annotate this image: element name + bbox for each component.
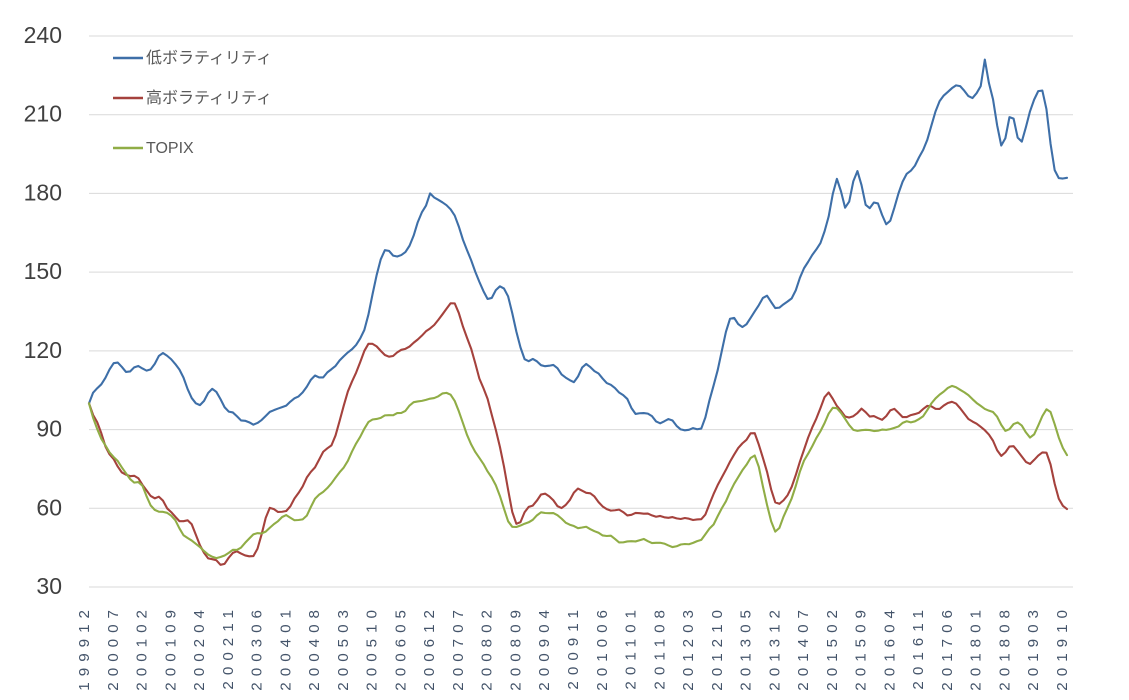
svg-text:201101: 201101 — [623, 604, 640, 690]
svg-text:120: 120 — [24, 337, 62, 363]
svg-text:TOPIX: TOPIX — [146, 140, 194, 157]
svg-text:200809: 200809 — [507, 604, 524, 691]
svg-text:201006: 201006 — [594, 604, 611, 691]
svg-text:201611: 201611 — [910, 604, 927, 690]
svg-text:200911: 200911 — [565, 604, 582, 690]
svg-text:150: 150 — [24, 258, 62, 284]
svg-text:201706: 201706 — [939, 604, 956, 691]
svg-text:60: 60 — [36, 494, 62, 520]
svg-text:200102: 200102 — [134, 604, 151, 691]
svg-text:200007: 200007 — [105, 604, 122, 691]
svg-text:201203: 201203 — [680, 604, 697, 691]
svg-text:199912: 199912 — [76, 604, 93, 691]
svg-text:201312: 201312 — [766, 604, 783, 691]
svg-text:201502: 201502 — [824, 604, 841, 691]
svg-text:200904: 200904 — [536, 604, 553, 691]
svg-text:200612: 200612 — [421, 604, 438, 691]
svg-text:201903: 201903 — [1025, 604, 1042, 691]
svg-text:201108: 201108 — [651, 604, 668, 690]
svg-text:240: 240 — [24, 22, 62, 48]
svg-text:201808: 201808 — [996, 604, 1013, 691]
svg-text:高ボラティリティ: 高ボラティリティ — [146, 89, 272, 107]
svg-text:201801: 201801 — [968, 604, 985, 691]
svg-text:201305: 201305 — [738, 604, 755, 691]
svg-text:201910: 201910 — [1054, 604, 1071, 691]
svg-text:200503: 200503 — [335, 604, 352, 691]
svg-text:200510: 200510 — [364, 604, 381, 691]
svg-text:200306: 200306 — [249, 604, 266, 691]
svg-text:201509: 201509 — [853, 604, 870, 691]
svg-text:200401: 200401 — [277, 604, 294, 691]
svg-text:200605: 200605 — [392, 604, 409, 691]
svg-text:201210: 201210 — [709, 604, 726, 691]
svg-text:180: 180 — [24, 179, 62, 205]
svg-text:200707: 200707 — [450, 604, 467, 691]
svg-text:低ボラティリティ: 低ボラティリティ — [146, 49, 272, 67]
svg-text:200802: 200802 — [479, 604, 496, 691]
svg-text:210: 210 — [24, 101, 62, 127]
svg-text:200204: 200204 — [191, 604, 208, 691]
svg-text:200109: 200109 — [162, 604, 179, 691]
svg-text:200408: 200408 — [306, 604, 323, 691]
svg-text:30: 30 — [36, 573, 62, 599]
svg-text:200211: 200211 — [220, 604, 237, 690]
svg-text:201604: 201604 — [881, 604, 898, 691]
svg-text:201407: 201407 — [795, 604, 812, 691]
svg-text:90: 90 — [36, 416, 62, 442]
